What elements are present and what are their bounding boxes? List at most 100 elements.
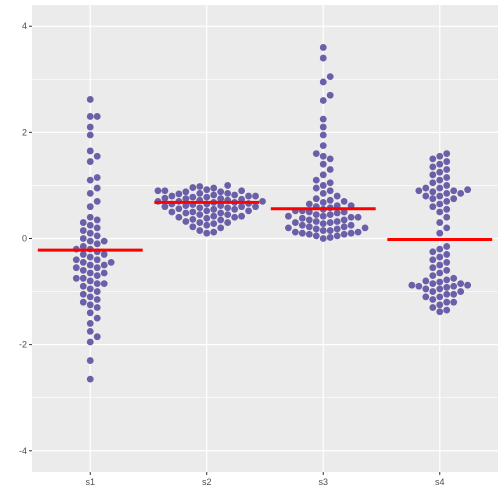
data-point-s1 bbox=[86, 269, 94, 277]
data-point-s2 bbox=[203, 186, 211, 194]
data-point-s4 bbox=[436, 261, 444, 269]
data-point-s4 bbox=[443, 243, 451, 250]
data-point-s1 bbox=[79, 282, 87, 290]
data-point-s2 bbox=[175, 205, 183, 213]
data-point-s3 bbox=[340, 230, 348, 238]
data-point-s3 bbox=[319, 189, 327, 197]
data-point-s4 bbox=[450, 290, 458, 298]
data-point-s1 bbox=[86, 375, 94, 383]
y-tick-label: -4 bbox=[19, 446, 27, 456]
data-point-s3 bbox=[305, 223, 313, 231]
data-point-s2 bbox=[203, 221, 211, 229]
data-point-s3 bbox=[312, 225, 320, 233]
data-point-s4 bbox=[450, 274, 458, 282]
data-point-s3 bbox=[319, 115, 327, 123]
data-point-s4 bbox=[436, 229, 444, 237]
data-point-s4 bbox=[443, 150, 451, 157]
data-point-s2 bbox=[196, 227, 204, 234]
x-tick-label-s3: s3 bbox=[318, 477, 328, 487]
data-point-s3 bbox=[312, 211, 320, 219]
data-point-s1 bbox=[100, 269, 108, 277]
data-point-s4 bbox=[450, 298, 458, 306]
data-point-s2 bbox=[161, 187, 169, 195]
data-point-s2 bbox=[175, 213, 183, 221]
data-points bbox=[72, 44, 472, 383]
data-point-s4 bbox=[464, 186, 472, 194]
data-point-s1 bbox=[86, 357, 94, 364]
data-point-s4 bbox=[429, 171, 437, 179]
data-point-s4 bbox=[429, 188, 437, 196]
data-point-s2 bbox=[224, 182, 232, 189]
data-point-s2 bbox=[161, 194, 169, 202]
data-point-s3 bbox=[326, 227, 334, 234]
data-point-s1 bbox=[79, 219, 87, 226]
x-tick-label-s1: s1 bbox=[85, 477, 95, 487]
data-point-s4 bbox=[450, 195, 458, 203]
data-point-s2 bbox=[196, 189, 204, 197]
data-point-s2 bbox=[231, 213, 239, 221]
data-point-s2 bbox=[217, 216, 225, 224]
data-point-s4 bbox=[443, 197, 451, 205]
data-point-s3 bbox=[326, 211, 334, 219]
data-point-s4 bbox=[443, 283, 451, 291]
data-point-s1 bbox=[72, 256, 80, 264]
data-point-s2 bbox=[182, 218, 190, 225]
mean-lines bbox=[37, 200, 493, 252]
data-point-s4 bbox=[450, 282, 458, 290]
y-tick-label: 2 bbox=[22, 127, 27, 137]
data-point-s2 bbox=[224, 189, 232, 197]
data-point-s1 bbox=[107, 258, 115, 266]
data-point-s4 bbox=[443, 276, 451, 284]
data-point-s4 bbox=[443, 213, 451, 221]
data-point-s4 bbox=[408, 281, 416, 289]
data-point-s3 bbox=[298, 221, 306, 229]
y-tick-label: 4 bbox=[22, 21, 27, 31]
data-point-s2 bbox=[203, 207, 211, 215]
data-point-s1 bbox=[93, 304, 101, 311]
data-point-s4 bbox=[443, 174, 451, 181]
data-point-s2 bbox=[238, 187, 246, 195]
data-point-s4 bbox=[450, 187, 458, 195]
data-point-s1 bbox=[100, 237, 108, 245]
data-point-s3 bbox=[319, 142, 327, 150]
data-point-s3 bbox=[319, 78, 327, 86]
data-point-s4 bbox=[436, 285, 444, 293]
data-point-s4 bbox=[422, 285, 430, 293]
data-point-s4 bbox=[429, 304, 437, 311]
data-point-s3 bbox=[326, 166, 334, 173]
y-tick-label: 0 bbox=[22, 234, 27, 244]
data-point-s1 bbox=[86, 176, 94, 184]
data-point-s3 bbox=[354, 228, 362, 236]
data-point-s4 bbox=[443, 166, 451, 173]
data-point-s1 bbox=[93, 184, 101, 192]
data-point-s1 bbox=[93, 288, 101, 295]
data-point-s4 bbox=[429, 256, 437, 264]
data-point-s3 bbox=[285, 224, 292, 232]
data-point-s1 bbox=[79, 274, 87, 282]
data-point-s3 bbox=[319, 199, 327, 206]
data-point-s2 bbox=[231, 191, 239, 199]
data-point-s3 bbox=[333, 218, 341, 225]
data-point-s4 bbox=[443, 224, 451, 232]
data-point-s4 bbox=[443, 306, 451, 314]
data-point-s1 bbox=[100, 261, 108, 269]
data-point-s4 bbox=[436, 184, 444, 192]
data-point-s2 bbox=[175, 190, 183, 198]
data-point-s4 bbox=[436, 168, 444, 176]
data-point-s3 bbox=[312, 195, 320, 203]
data-point-s1 bbox=[86, 147, 94, 155]
data-point-s4 bbox=[443, 158, 451, 165]
data-point-s4 bbox=[443, 189, 451, 197]
data-point-s2 bbox=[245, 207, 252, 215]
data-point-s4 bbox=[436, 278, 444, 286]
data-point-s1 bbox=[93, 240, 101, 248]
data-point-s4 bbox=[436, 245, 444, 253]
data-point-s2 bbox=[203, 229, 211, 237]
data-point-s3 bbox=[312, 150, 320, 157]
data-point-s4 bbox=[457, 280, 465, 288]
data-point-s1 bbox=[86, 253, 94, 261]
data-point-s2 bbox=[189, 215, 197, 223]
data-point-s2 bbox=[245, 192, 252, 200]
data-point-s4 bbox=[429, 264, 437, 272]
data-point-s3 bbox=[340, 216, 348, 224]
